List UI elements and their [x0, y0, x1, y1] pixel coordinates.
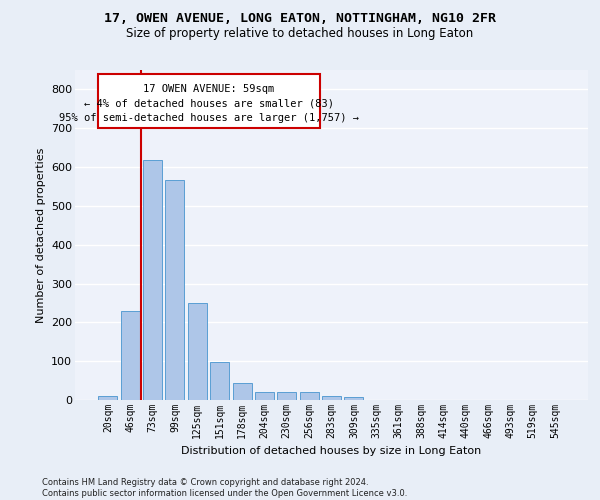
Bar: [98, 396, 118, 400]
Text: 17 OWEN AVENUE: 59sqm: 17 OWEN AVENUE: 59sqm: [143, 84, 275, 94]
Bar: [255, 392, 274, 400]
Text: ← 4% of detached houses are smaller (83): ← 4% of detached houses are smaller (83): [84, 99, 334, 109]
Text: Contains HM Land Registry data © Crown copyright and database right 2024.
Contai: Contains HM Land Registry data © Crown c…: [42, 478, 407, 498]
Y-axis label: Number of detached properties: Number of detached properties: [35, 148, 46, 322]
Bar: [143, 160, 162, 400]
Bar: [344, 398, 364, 400]
Bar: [121, 312, 140, 400]
Text: 17, OWEN AVENUE, LONG EATON, NOTTINGHAM, NG10 2FR: 17, OWEN AVENUE, LONG EATON, NOTTINGHAM,…: [104, 12, 496, 26]
Bar: [188, 302, 207, 400]
Bar: [299, 392, 319, 400]
Bar: [166, 180, 184, 400]
Text: Size of property relative to detached houses in Long Eaton: Size of property relative to detached ho…: [127, 28, 473, 40]
Text: 95% of semi-detached houses are larger (1,757) →: 95% of semi-detached houses are larger (…: [59, 114, 359, 124]
Bar: [322, 396, 341, 400]
Bar: [98, 74, 320, 128]
Bar: [233, 384, 251, 400]
Bar: [210, 362, 229, 400]
X-axis label: Distribution of detached houses by size in Long Eaton: Distribution of detached houses by size …: [181, 446, 482, 456]
Bar: [277, 392, 296, 400]
